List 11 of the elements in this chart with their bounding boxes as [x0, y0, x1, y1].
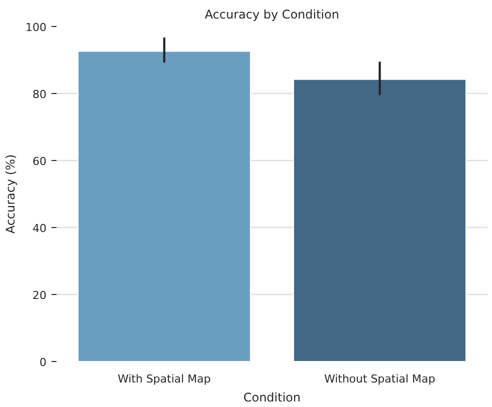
y-tick-label: 40	[32, 222, 47, 235]
chart-title: Accuracy by Condition	[204, 8, 340, 22]
y-tick-label: 0	[40, 356, 46, 369]
y-tick-label: 60	[32, 155, 47, 168]
x-axis-title: Condition	[243, 390, 301, 404]
y-axis-title: Accuracy (%)	[4, 154, 18, 234]
y-tick-label: 20	[32, 289, 47, 302]
x-tick-label: With Spatial Map	[118, 372, 211, 386]
x-tick-label: Without Spatial Map	[324, 372, 436, 386]
y-tick-label: 100	[26, 21, 47, 34]
y-tick-label: 80	[32, 88, 47, 101]
